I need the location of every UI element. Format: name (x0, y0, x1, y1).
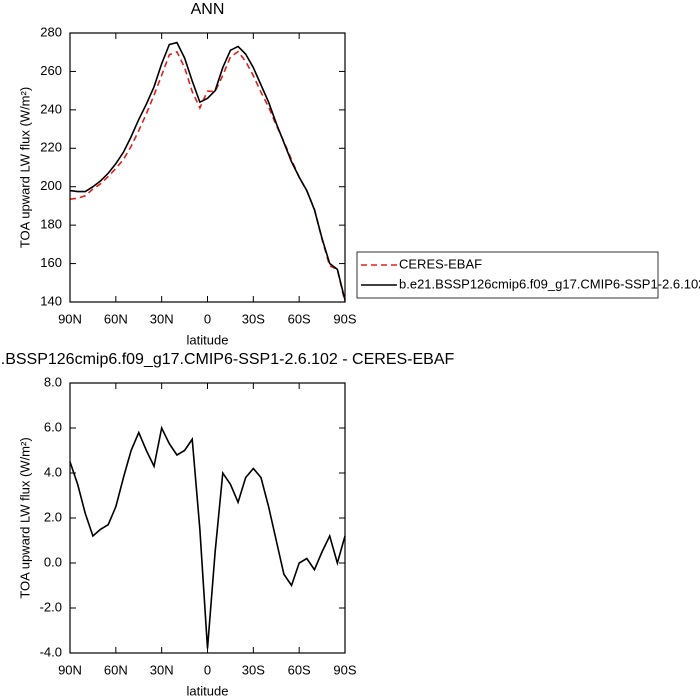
y-axis-label: TOA upward LW flux (W/m²) (17, 87, 32, 248)
chart-title: ANN (191, 1, 225, 18)
data-line (69, 41, 346, 301)
y-tick-label: 0.0 (44, 554, 62, 569)
y-tick-label: 2.0 (44, 509, 62, 524)
x-tick-label: 60S (288, 311, 311, 326)
y-tick-label: -4.0 (40, 644, 62, 659)
legend-label: b.e21.BSSP126cmip6.f09_g17.CMIP6-SSP1-2.… (399, 276, 700, 291)
x-axis-label: latitude (187, 332, 229, 347)
x-tick-label: 0 (204, 662, 211, 677)
x-tick-label: 90N (58, 662, 82, 677)
y-tick-label: 140 (40, 293, 62, 308)
y-tick-label: 4.0 (44, 464, 62, 479)
x-tick-label: 30S (242, 311, 265, 326)
y-tick-label: 180 (40, 217, 62, 232)
x-axis-label: latitude (187, 683, 229, 698)
y-tick-label: 6.0 (44, 419, 62, 434)
plot-frame (69, 382, 346, 654)
x-tick-label: 90S (333, 311, 356, 326)
y-tick-label: 260 (40, 63, 62, 78)
data-line (69, 50, 346, 303)
x-tick-label: 90N (58, 311, 82, 326)
x-tick-label: 30N (150, 662, 174, 677)
x-tick-label: 60S (288, 662, 311, 677)
y-tick-label: 280 (40, 24, 62, 39)
y-tick-label: 220 (40, 140, 62, 155)
y-axis-label: TOA upward LW flux (W/m²) (17, 437, 32, 598)
y-tick-label: 8.0 (44, 374, 62, 389)
plot-frame (69, 32, 346, 303)
legend-box (356, 251, 659, 299)
data-line (69, 425, 346, 649)
chart-title: b.e21.BSSP126cmip6.f09_g17.CMIP6-SSP1-2.… (0, 351, 455, 368)
legend-label: CERES-EBAF (399, 256, 482, 271)
y-tick-label: 200 (40, 178, 62, 193)
x-tick-label: 0 (204, 311, 211, 326)
x-tick-label: 90S (333, 662, 356, 677)
x-tick-label: 60N (104, 662, 128, 677)
x-tick-label: 30S (242, 662, 265, 677)
y-tick-label: -2.0 (40, 599, 62, 614)
x-tick-label: 30N (150, 311, 174, 326)
y-tick-label: 240 (40, 101, 62, 116)
x-tick-label: 60N (104, 311, 128, 326)
y-tick-label: 160 (40, 255, 62, 270)
